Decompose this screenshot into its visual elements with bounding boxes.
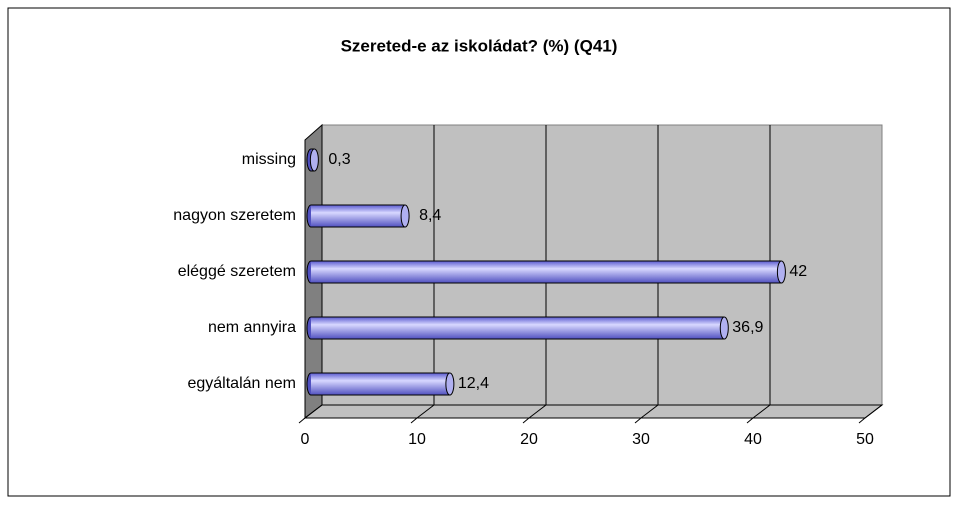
bar xyxy=(306,260,786,284)
bar-part xyxy=(311,205,406,227)
data-label: 0,3 xyxy=(328,151,350,168)
tick-mark xyxy=(634,417,642,424)
bar-part xyxy=(309,148,319,172)
bar-part xyxy=(311,373,450,395)
floor-tick xyxy=(528,404,547,419)
tick-mark xyxy=(410,417,418,424)
bar-part xyxy=(311,261,782,283)
bar-part xyxy=(719,316,729,340)
tick-mark xyxy=(298,417,306,424)
data-label: 12,4 xyxy=(458,375,489,392)
data-label: 42 xyxy=(789,263,807,280)
x-tick-label: 30 xyxy=(632,431,650,448)
y-tick-label: missing xyxy=(242,151,296,168)
floor-tick xyxy=(640,404,659,419)
bar xyxy=(306,372,455,396)
y-tick-label: eléggé szeretem xyxy=(178,263,296,280)
data-label: 8,4 xyxy=(419,207,441,224)
chart-title: Szereted-e az iskoládat? (%) (Q41) xyxy=(341,36,618,55)
x-tick-label: 40 xyxy=(744,431,762,448)
floor-tick xyxy=(752,404,771,419)
data-label: 36,9 xyxy=(732,319,763,336)
bar xyxy=(306,204,410,228)
bar xyxy=(306,148,319,172)
y-tick-label: nem annyira xyxy=(208,319,296,336)
tick-mark xyxy=(522,417,530,424)
tick-mark xyxy=(746,417,754,424)
floor xyxy=(303,404,884,419)
x-tick-label: 0 xyxy=(301,431,310,448)
bar xyxy=(306,316,729,340)
y-tick-label: nagyon szeretem xyxy=(173,207,296,224)
bar-part xyxy=(776,260,786,284)
floor-tick xyxy=(304,404,323,419)
x-tick-label: 20 xyxy=(520,431,538,448)
bar-part xyxy=(445,372,455,396)
x-tick-label: 10 xyxy=(408,431,426,448)
x-tick-label: 50 xyxy=(856,431,874,448)
bar-part xyxy=(400,204,410,228)
floor-tick xyxy=(416,404,435,419)
tick-mark xyxy=(858,417,866,424)
floor-tick xyxy=(864,404,883,419)
bar-part xyxy=(311,317,725,339)
y-tick-label: egyáltalán nem xyxy=(187,375,296,392)
